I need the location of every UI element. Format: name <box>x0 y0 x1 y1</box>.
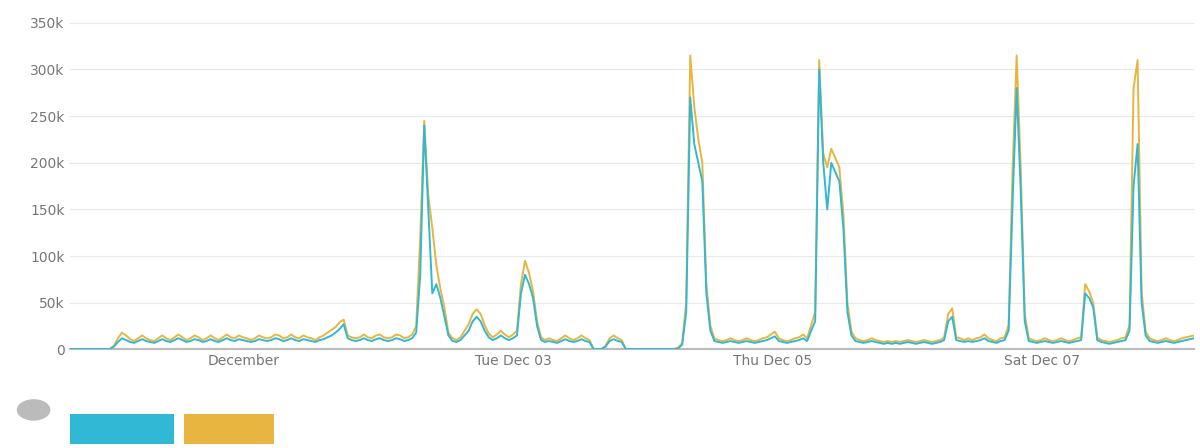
Text: Schedule Fails: Schedule Fails <box>68 422 175 435</box>
Text: Pod Created: Pod Created <box>182 422 275 435</box>
